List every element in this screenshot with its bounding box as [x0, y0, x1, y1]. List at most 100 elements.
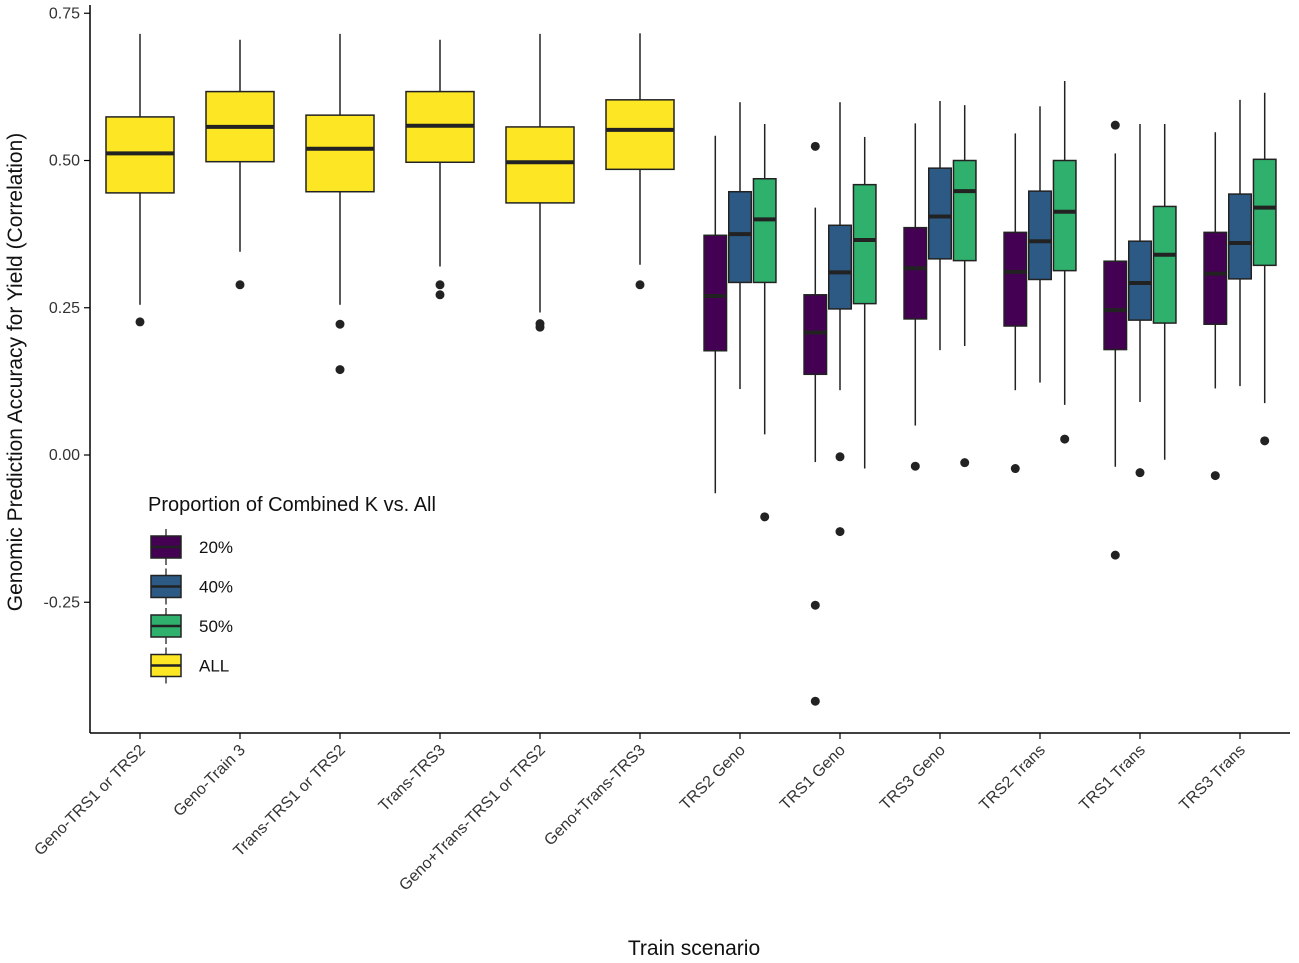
x-tick-label: Trans-TRS1 or TRS2 [231, 742, 349, 860]
category-group [305, 33, 375, 375]
y-tick-label: 0.75 [49, 5, 80, 22]
x-tick-label: TRS1 Geno [777, 742, 849, 814]
category-group [505, 33, 575, 332]
box-body [803, 294, 828, 376]
legend-item-p40: 40% [150, 568, 233, 605]
x-tick-label: TRS3 Geno [877, 742, 949, 814]
x-axis-title: Train scenario [628, 937, 760, 960]
y-tick-label: 0.00 [49, 447, 80, 464]
y-tick-label: 0.25 [49, 300, 80, 317]
box-p40 [1228, 99, 1252, 387]
legend-item-p50: 50% [150, 608, 233, 644]
box-body [505, 126, 575, 204]
box-p20 [703, 135, 728, 494]
legend-label: 40% [199, 578, 233, 597]
legend-item-p20: 20% [150, 529, 233, 565]
category-group [803, 102, 877, 706]
box-p40 [728, 102, 752, 390]
box-body [928, 167, 952, 260]
box-all [105, 33, 175, 327]
box-p50 [1252, 92, 1277, 446]
legend-label: 50% [199, 617, 233, 636]
box-body [828, 224, 852, 310]
box-p50 [1052, 80, 1077, 444]
outlier-point [635, 280, 645, 290]
box-p20 [903, 123, 928, 471]
x-tick-label: Geno-Train 3 [171, 742, 249, 820]
legend-item-all: ALL [150, 647, 229, 684]
legend-label: ALL [199, 657, 229, 676]
outlier-point [235, 280, 245, 290]
legend-title: Proportion of Combined K vs. All [148, 494, 436, 516]
y-axis-title: Genomic Prediction Accuracy for Yield (C… [4, 133, 27, 612]
box-p20 [1103, 120, 1128, 560]
outlier-point [335, 319, 345, 329]
box-body [1028, 190, 1052, 281]
x-tick-label: TRS2 Geno [677, 742, 749, 814]
outlier-point [1010, 464, 1020, 474]
box-p50 [852, 136, 877, 469]
y-ticks: 0.75 0.50 0.25 0.00 -0.25 [44, 5, 90, 611]
outlier-point [435, 280, 445, 290]
box-p50 [952, 105, 977, 468]
outlier-point [910, 461, 920, 471]
box-body [1203, 231, 1228, 325]
box-body [1103, 260, 1128, 351]
box-body [1228, 193, 1252, 280]
box-body [903, 226, 928, 320]
outlier-point [960, 458, 970, 468]
category-group [1003, 80, 1077, 474]
box-body [305, 114, 375, 193]
box-p20 [1003, 133, 1028, 474]
category-group [605, 33, 675, 290]
category-group [1103, 120, 1177, 560]
category-group [205, 39, 275, 290]
box-p40 [1028, 106, 1052, 383]
x-tick-label: TRS3 Trans [1176, 742, 1248, 814]
outlier-point [335, 365, 345, 375]
outlier-point [810, 696, 820, 706]
box-body [1152, 205, 1177, 324]
box-body [752, 178, 777, 284]
box-p40 [928, 101, 952, 351]
outlier-point [810, 141, 820, 151]
box-body [1052, 159, 1077, 272]
box-all [305, 33, 375, 375]
box-p20 [1203, 132, 1228, 481]
box-body [1003, 231, 1028, 327]
x-tick-label: TRS1 Trans [1076, 742, 1148, 814]
outlier-point [760, 512, 770, 522]
plot-area [105, 33, 1277, 706]
category-group [703, 102, 777, 522]
category-group [105, 33, 175, 327]
outlier-point [835, 527, 845, 537]
x-tick-label: TRS2 Trans [976, 742, 1048, 814]
legend-label: 20% [199, 538, 233, 557]
box-all [505, 33, 575, 332]
x-tick-label: Geno-TRS1 or TRS2 [31, 742, 149, 860]
outlier-point [835, 452, 845, 462]
box-p40 [1128, 123, 1152, 478]
box-body [852, 183, 877, 305]
outlier-point [1060, 434, 1070, 444]
outlier-point [435, 290, 445, 300]
outlier-point [1260, 436, 1270, 446]
x-ticks: Geno-TRS1 or TRS2 Geno-Train 3Trans-TRS1 … [31, 733, 1249, 894]
outlier-point [1135, 468, 1145, 478]
category-group [405, 39, 475, 300]
x-tick-label: Trans-TRS3 [376, 742, 449, 815]
legend-items: 20% 40% 50% ALL [150, 529, 233, 684]
box-all [205, 39, 275, 290]
box-p20 [803, 141, 828, 706]
outlier-point [1110, 120, 1120, 130]
box-body [1252, 158, 1277, 267]
box-body [605, 99, 675, 171]
category-group [1203, 92, 1277, 481]
outlier-point [810, 600, 820, 610]
y-tick-label: -0.25 [44, 594, 81, 611]
category-group [903, 101, 977, 471]
x-tick-label: Geno+Trans-TRS3 [541, 742, 649, 850]
box-p50 [1152, 123, 1177, 460]
outlier-point [1110, 550, 1120, 560]
